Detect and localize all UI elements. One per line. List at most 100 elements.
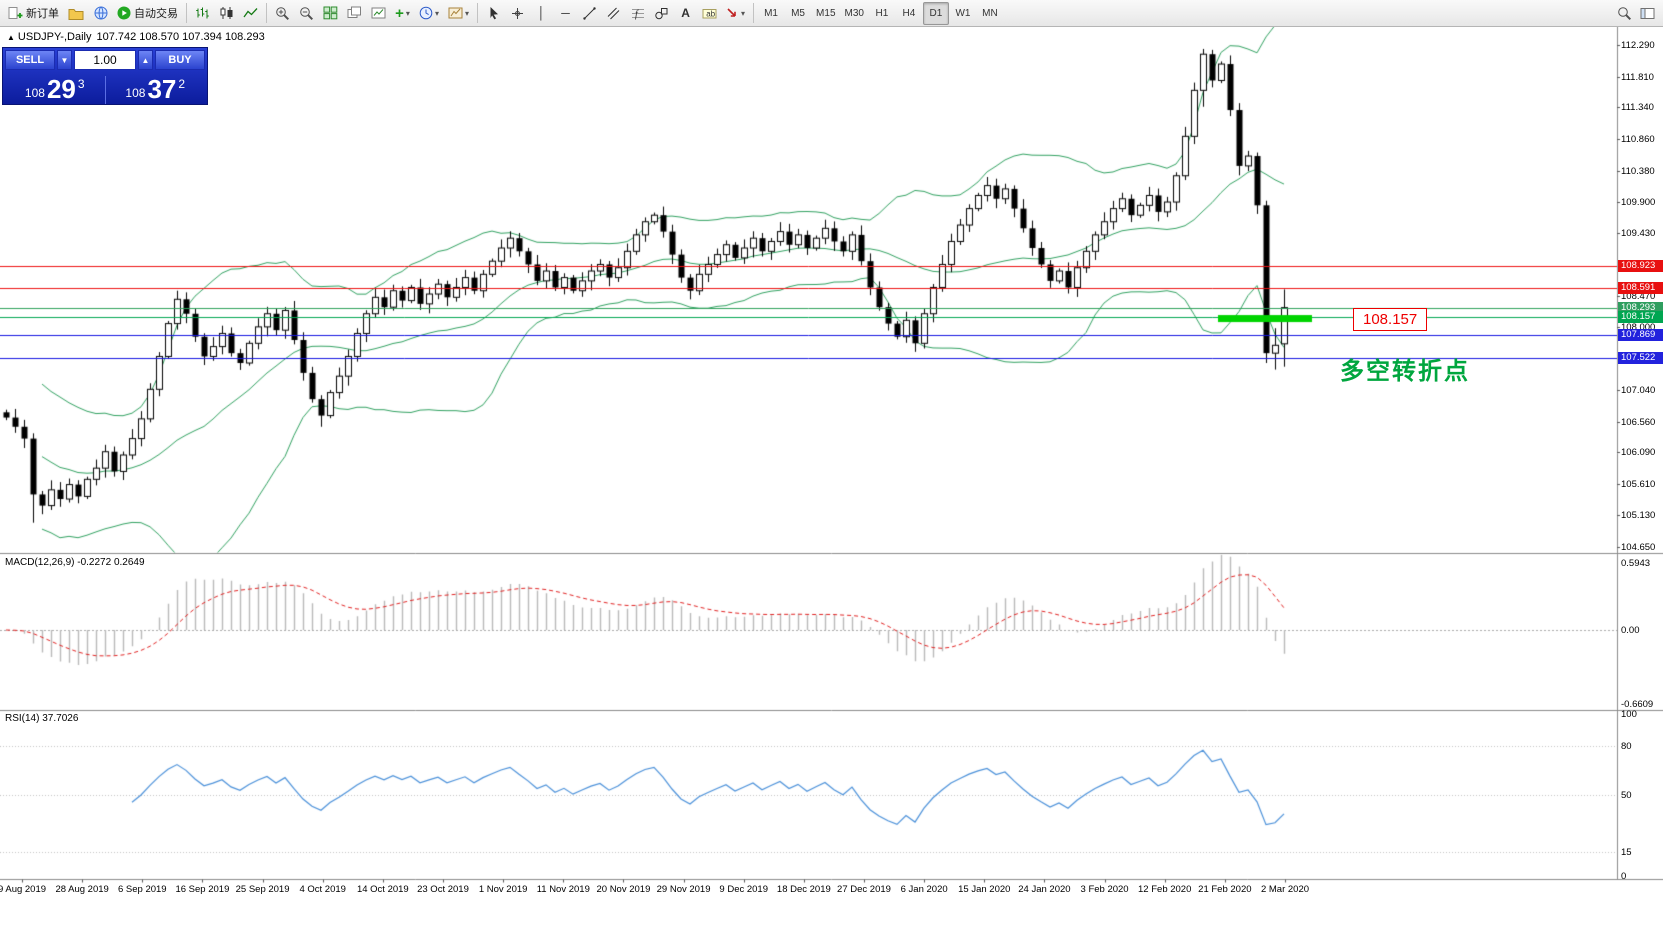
price-level-label[interactable]: 107.869	[1618, 329, 1663, 342]
shapes-button[interactable]	[650, 2, 673, 25]
timeframe-m1-button[interactable]: M1	[764, 7, 778, 19]
date-label: 16 Sep 2019	[175, 883, 230, 895]
auto-scroll-button[interactable]	[367, 2, 390, 25]
rsi-scale-label: 0	[1621, 871, 1627, 882]
price-level-label[interactable]: 108.923	[1618, 260, 1663, 273]
price-level-label[interactable]: 107.522	[1618, 352, 1663, 365]
date-label: 12 Feb 2020	[1138, 883, 1192, 895]
timeframe-d1-button[interactable]: D1	[922, 1, 949, 25]
candle-chart-button[interactable]	[215, 2, 238, 25]
templates-button[interactable]: ▾	[444, 2, 473, 25]
buy-price[interactable]: 108 37 2	[106, 76, 206, 104]
order-panel-divider	[104, 76, 106, 104]
search-icon[interactable]	[1613, 2, 1636, 25]
timeframe-h4-button[interactable]: H4	[902, 7, 916, 19]
date-label: 15 Jan 2020	[958, 883, 1011, 895]
tile-windows-button[interactable]	[319, 2, 342, 25]
zoom-out-button[interactable]	[295, 2, 318, 25]
rsi-scale-label: 50	[1621, 790, 1632, 801]
date-label: 14 Oct 2019	[356, 883, 409, 895]
vertical-line-button[interactable]: │	[537, 6, 546, 20]
price-tick-label: 110.860	[1621, 133, 1655, 145]
text-label-button[interactable]: ab	[698, 2, 721, 25]
price-tick-label: 109.430	[1621, 227, 1656, 239]
timeframe-m30-button[interactable]: M30	[844, 7, 864, 19]
date-label: 27 Dec 2019	[837, 883, 891, 895]
fibonacci-button[interactable]: f	[626, 2, 649, 25]
price-level-label[interactable]: 108.157	[1618, 310, 1663, 323]
toolbar-separator	[477, 3, 479, 23]
new-order-button[interactable]: 新订单	[4, 2, 63, 25]
auto-trading-button[interactable]: 自动交易	[113, 2, 182, 25]
sell-price-sup: 3	[77, 77, 85, 91]
horizontal-line-button[interactable]: ─	[561, 6, 570, 20]
timeframe-m15-button[interactable]: M15	[816, 7, 836, 19]
price-tick-label: 111.340	[1621, 102, 1654, 114]
price-chart-canvas[interactable]	[0, 27, 1663, 952]
price-annotation-box[interactable]: 108.157	[1353, 308, 1428, 331]
toolbar-separator	[266, 3, 267, 23]
sell-price[interactable]: 108 29 3	[5, 76, 105, 104]
volume-step-button[interactable]: ▲	[138, 50, 153, 70]
rsi-name: RSI(14)	[5, 713, 40, 724]
timeframe-w1-button[interactable]: W1	[955, 7, 971, 19]
price-tick-label: 108.470	[1621, 291, 1656, 302]
date-label: 6 Jan 2020	[900, 883, 948, 895]
macd-label: MACD(12,26,9) -0.2272 0.2649	[5, 557, 145, 568]
price-tick-label: 107.040	[1621, 384, 1656, 396]
price-tick-label: 108.000	[1621, 321, 1656, 333]
order-panel-prices: 108 29 3 108 37 2	[5, 71, 205, 104]
timeframe-m5-button[interactable]: M5	[791, 7, 805, 19]
volume-input[interactable]	[74, 50, 136, 70]
timeframe-mn-button[interactable]: MN	[982, 7, 998, 19]
periods-button[interactable]: ▾	[415, 2, 443, 25]
toolbar-separator	[186, 3, 187, 23]
sell-button[interactable]: SELL	[5, 50, 55, 70]
cursor-button[interactable]	[482, 2, 505, 25]
turning-point-label[interactable]: 多空转折点	[1340, 359, 1470, 385]
date-label: 1 Nov 2019	[478, 883, 528, 895]
volume-dropdown-button[interactable]: ▼	[57, 50, 72, 70]
equidistant-channel-button[interactable]	[602, 2, 625, 25]
arrange-windows-button[interactable]	[343, 2, 366, 25]
market-panel-icon[interactable]	[1636, 2, 1659, 25]
web-terminal-button[interactable]	[89, 2, 112, 25]
buy-price-pips: 37	[147, 74, 177, 104]
date-label: 11 Nov 2019	[536, 883, 590, 895]
price-level-label[interactable]: 108.591	[1618, 282, 1663, 295]
date-label: 23 Oct 2019	[417, 883, 469, 895]
buy-price-sup: 2	[178, 77, 186, 91]
date-label: 24 Jan 2020	[1018, 883, 1071, 895]
zoom-in-button[interactable]	[271, 2, 294, 25]
open-chart-button[interactable]	[64, 2, 88, 25]
price-tick-label: 106.090	[1621, 447, 1656, 459]
timeframe-h1-button[interactable]: H1	[875, 7, 889, 19]
order-panel-controls: SELL ▼ ▲ BUY	[5, 50, 205, 70]
date-label: 21 Feb 2020	[1198, 883, 1252, 895]
buy-button[interactable]: BUY	[155, 50, 205, 70]
arrows-button[interactable]: ▾	[722, 2, 749, 25]
rsi-value: 37.7026	[42, 713, 79, 724]
date-label: 18 Dec 2019	[776, 883, 831, 895]
text-button[interactable]: A	[681, 6, 690, 20]
price-tick-label: 112.290	[1621, 40, 1655, 51]
buy-price-big: 108	[125, 86, 146, 101]
price-tick-label: 105.610	[1621, 478, 1656, 490]
chart-symbol-icon: ▲	[7, 33, 15, 42]
date-label: 20 Nov 2019	[596, 883, 651, 895]
macd-scale-label: 0.5943	[1621, 558, 1651, 570]
line-chart-button[interactable]	[239, 2, 262, 25]
chart-symbol-label: USDJPY-,Daily	[17, 31, 92, 43]
macd-values: -0.2272 0.2649	[77, 557, 145, 568]
crosshair-button[interactable]	[506, 2, 529, 25]
add-indicator-button[interactable]: + ▾	[395, 4, 410, 22]
date-label: 4 Oct 2019	[299, 883, 346, 895]
trendline-button[interactable]	[578, 2, 601, 25]
svg-text:f: f	[635, 9, 639, 20]
bar-chart-button[interactable]	[191, 2, 214, 25]
toolbar-separator	[753, 3, 755, 23]
price-tick-label: 105.130	[1621, 510, 1656, 522]
date-label: 29 Nov 2019	[656, 883, 711, 895]
chart-window: ▲ USDJPY-,Daily 107.742 108.570 107.394 10…	[0, 27, 1663, 952]
